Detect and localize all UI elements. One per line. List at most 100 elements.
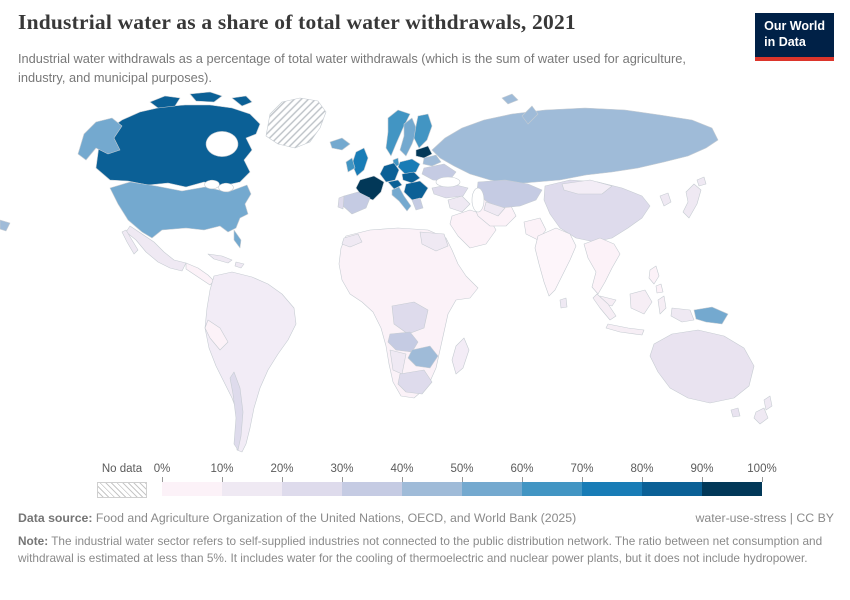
black-sea (435, 176, 461, 188)
map-region-ireland[interactable] (345, 157, 356, 173)
map-region-svalbard[interactable] (501, 93, 519, 105)
map-region-italy[interactable] (391, 186, 412, 212)
map-region-balkans[interactable] (403, 180, 429, 201)
legend-bin-40-50%[interactable] (402, 482, 462, 496)
map-region-greece[interactable] (411, 197, 424, 211)
map-region-indonesia[interactable] (605, 323, 645, 336)
map-region-hispaniola[interactable] (234, 261, 245, 269)
note-label: Note: (18, 534, 49, 548)
map-region-tasmania[interactable] (730, 407, 741, 418)
chart-subtitle: Industrial water withdrawals as a percen… (18, 51, 686, 85)
legend-bin-60-70%[interactable] (522, 482, 582, 496)
data-source-text: Food and Agriculture Organization of the… (92, 511, 577, 525)
map-region-russia[interactable] (0, 219, 11, 232)
legend-tick-mark (762, 477, 763, 482)
map-region-canada[interactable] (231, 95, 253, 107)
map-region-mexico[interactable] (125, 225, 187, 272)
map-region-west-papua[interactable] (670, 307, 695, 323)
legend-tick-mark (282, 477, 283, 482)
map-region-new-zealand[interactable] (753, 407, 769, 425)
legend-tick-label: 40% (390, 463, 414, 475)
license-text[interactable]: water-use-stress | CC BY (695, 511, 835, 525)
map-region-uzbek-turkmen[interactable] (483, 201, 506, 217)
map-region-morocco[interactable] (341, 233, 363, 248)
map-region-usa[interactable] (109, 181, 252, 239)
map-region-belarus[interactable] (422, 154, 442, 167)
map-region-alaska[interactable] (77, 117, 123, 161)
owid-logo[interactable]: Our World in Data (755, 13, 834, 61)
legend-tick-label: 50% (450, 463, 474, 475)
map-region-iraq-syria[interactable] (447, 195, 471, 213)
map-region-iceland[interactable] (329, 137, 351, 151)
legend-bin-10-20%[interactable] (222, 482, 282, 496)
map-region-philippines[interactable] (648, 265, 660, 285)
map-region-mexico-baja[interactable] (121, 229, 139, 255)
legend-tick-mark (642, 477, 643, 482)
map-region-canada[interactable] (189, 91, 223, 103)
map-region-india[interactable] (534, 227, 577, 297)
legend-bin-80-90%[interactable] (642, 482, 702, 496)
map-region-philippines[interactable] (655, 283, 664, 294)
owid-logo-line1: Our World (764, 19, 825, 33)
map-region-japan[interactable] (696, 176, 707, 187)
map-region-peru[interactable] (204, 319, 229, 351)
map-region-drc[interactable] (391, 301, 429, 335)
map-region-south-america[interactable] (204, 271, 297, 453)
map-region-south-africa[interactable] (397, 369, 433, 395)
map-region-sri-lanka[interactable] (559, 297, 568, 309)
map-region-baltics[interactable] (415, 145, 433, 159)
map-region-korea[interactable] (659, 192, 672, 207)
map-region-indonesia[interactable] (657, 295, 667, 315)
map-region-poland[interactable] (397, 158, 421, 175)
legend-bin-0-10%[interactable] (162, 482, 222, 496)
legend-tick-label: 80% (630, 463, 654, 475)
legend-bin-70-80%[interactable] (582, 482, 642, 496)
legend-tick-mark (582, 477, 583, 482)
world-choropleth-map (0, 91, 773, 453)
map-region-australia[interactable] (649, 329, 755, 404)
map-region-japan[interactable] (682, 183, 702, 219)
legend-bin-20-30%[interactable] (282, 482, 342, 496)
no-data-label: No data (101, 463, 143, 475)
map-region-png[interactable] (693, 306, 729, 325)
map-region-russia[interactable] (431, 107, 719, 185)
legend-tick-mark (522, 477, 523, 482)
map-region-central-america[interactable] (185, 262, 215, 286)
map-region-indonesia[interactable] (629, 289, 653, 315)
map-region-canada[interactable] (149, 95, 181, 109)
map-region-chile[interactable] (229, 371, 244, 451)
footer-source-row: Data source: Food and Agriculture Organi… (18, 511, 834, 525)
map-region-zambezi[interactable] (407, 345, 439, 369)
map-region-indonesia[interactable] (592, 293, 617, 321)
map-region-alpine[interactable] (387, 179, 403, 190)
map-region-central-europe[interactable] (401, 171, 421, 184)
legend-bin-30-40%[interactable] (342, 482, 402, 496)
map-region-germany[interactable] (379, 162, 400, 183)
map-region-uk[interactable] (351, 147, 369, 177)
map-legend: No data 0% 10% 20% 30% 40% 50% 60% 70% 80% 90% 100… (97, 462, 777, 498)
map-region-mongolia[interactable] (561, 179, 613, 195)
map-region-cuba[interactable] (207, 253, 233, 264)
map-region-china[interactable] (543, 179, 651, 243)
footer-note: Note: The industrial water sector refers… (18, 533, 832, 566)
map-region-norway[interactable] (385, 109, 411, 157)
map-region-usa-florida[interactable] (233, 229, 242, 249)
hudson-bay (205, 131, 239, 157)
map-region-egypt[interactable] (419, 231, 449, 252)
map-region-france[interactable] (355, 175, 385, 201)
map-region-se-asia[interactable] (583, 237, 621, 295)
map-region-madagascar[interactable] (451, 337, 470, 375)
map-region-greenland[interactable] (265, 97, 327, 149)
map-region-portugal[interactable] (337, 195, 345, 210)
legend-tick-label: 30% (330, 463, 354, 475)
legend-bin-90-100%[interactable] (702, 482, 762, 496)
no-data-swatch[interactable] (97, 482, 147, 498)
map-region-new-zealand[interactable] (763, 395, 773, 411)
owid-logo-line2: in Data (764, 35, 806, 50)
map-region-russia[interactable] (521, 105, 539, 125)
map-region-canada[interactable] (95, 104, 261, 188)
map-region-finland[interactable] (413, 113, 433, 149)
map-region-sweden[interactable] (399, 117, 418, 157)
legend-bin-50-60%[interactable] (462, 482, 522, 496)
